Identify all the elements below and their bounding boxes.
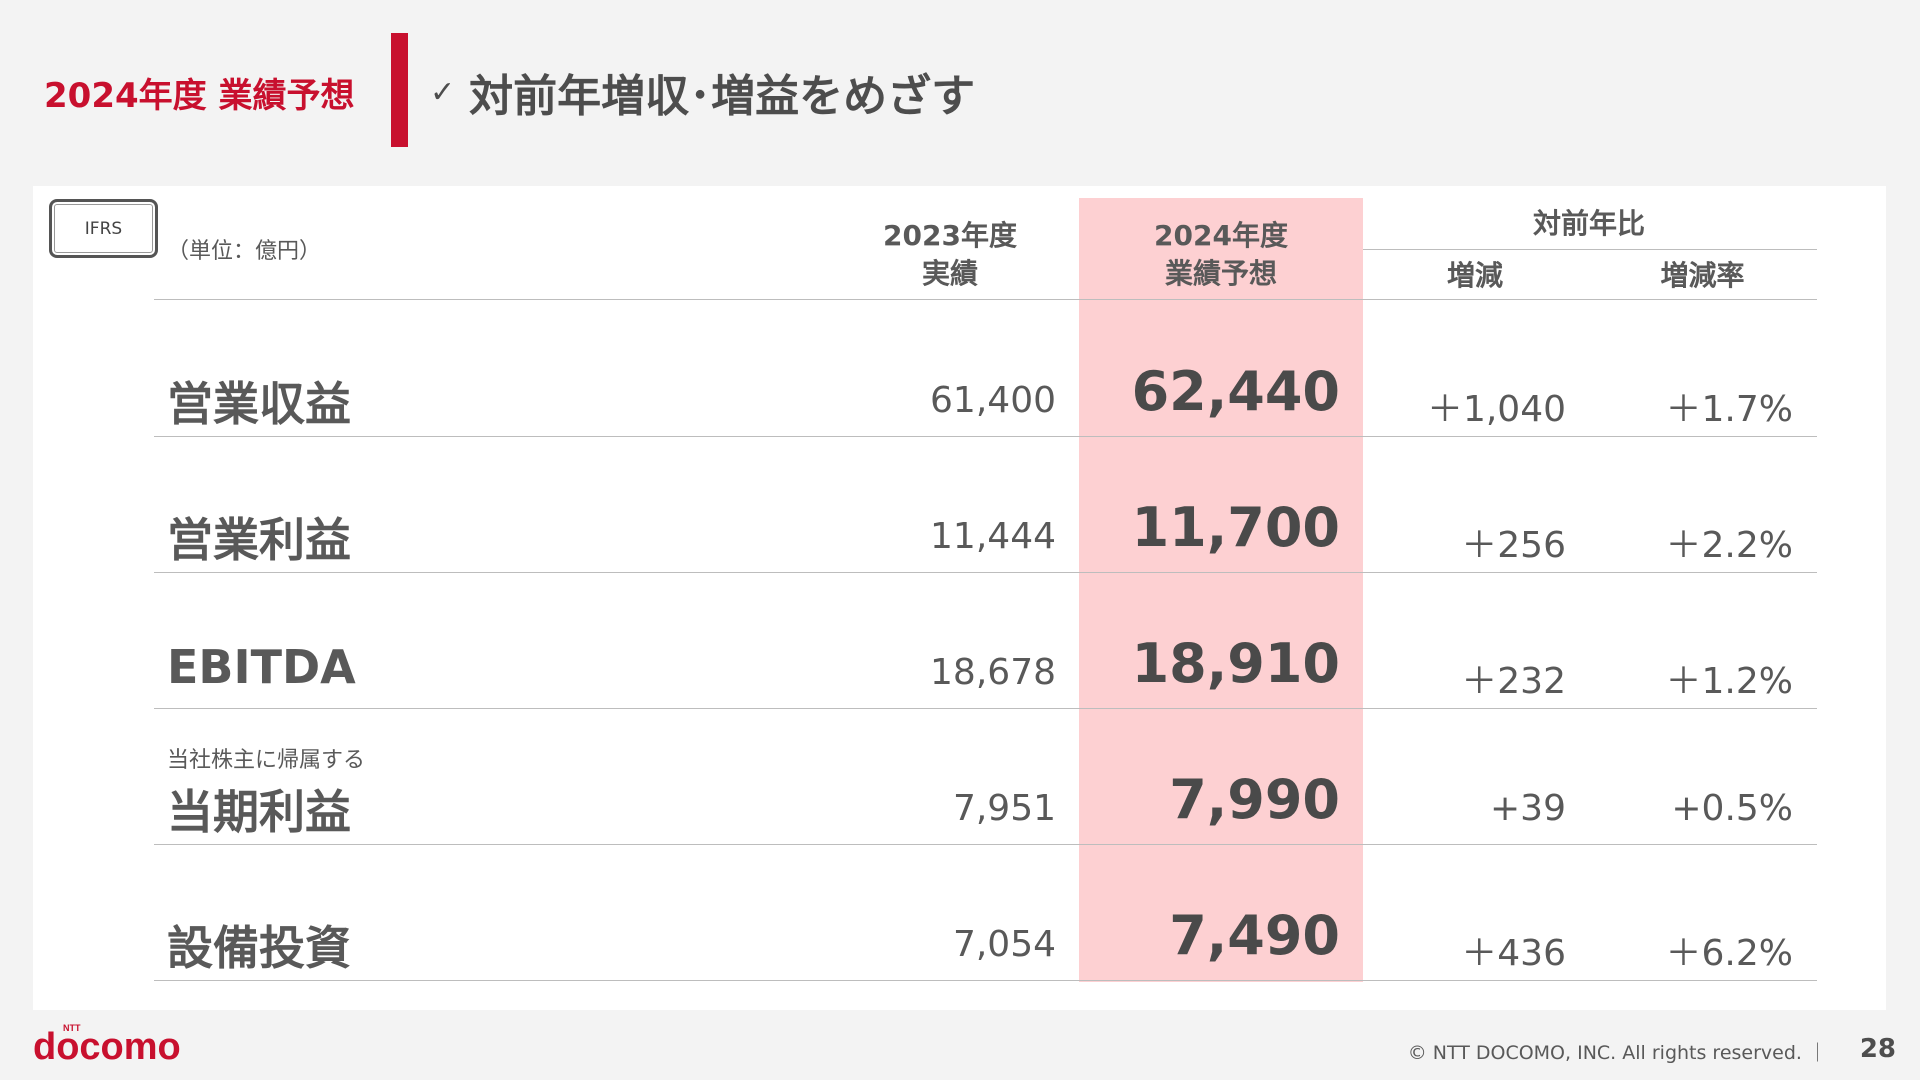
row-label-ebitda: EBITDA bbox=[167, 640, 356, 694]
row-sublabel-net-income: 当社株主に帰属する bbox=[167, 748, 366, 773]
row-label-capex: 設備投資 bbox=[167, 921, 351, 975]
revenue-diff: ＋1,040 bbox=[1426, 389, 1566, 430]
operating-profit-diff: ＋256 bbox=[1461, 525, 1566, 566]
ebitda-fy2024: 18,910 bbox=[1131, 632, 1340, 695]
row-divider bbox=[154, 708, 1817, 709]
net-income-fy2024: 7,990 bbox=[1169, 768, 1340, 831]
capex-fy2024: 7,490 bbox=[1169, 904, 1340, 967]
ebitda-rate: ＋1.2% bbox=[1665, 661, 1793, 702]
column-header-rate: 増減率 bbox=[1660, 259, 1745, 292]
operating-profit-rate: ＋2.2% bbox=[1665, 525, 1793, 566]
headline: ✓ 対前年増収･増益をめざす bbox=[430, 60, 975, 124]
docomo-logo: docomo bbox=[33, 1026, 181, 1068]
unit-label: （単位：億円） bbox=[167, 239, 322, 264]
column-header-fy2023: 2023年度 実績 bbox=[870, 217, 1030, 293]
section-title: 2024年度 業績予想 bbox=[44, 76, 355, 116]
row-divider bbox=[154, 980, 1817, 981]
copyright: © NTT DOCOMO, INC. All rights reserved. … bbox=[1407, 1042, 1827, 1064]
operating-profit-fy2024: 11,700 bbox=[1131, 496, 1340, 559]
content-panel bbox=[33, 186, 1886, 1010]
capex-fy2023: 7,054 bbox=[952, 924, 1056, 965]
title-divider-bar bbox=[391, 33, 408, 147]
column-header-fy2023-type: 実績 bbox=[921, 257, 978, 290]
check-icon: ✓ bbox=[430, 74, 456, 110]
ebitda-fy2023: 18,678 bbox=[930, 652, 1056, 693]
column-header-fy2023-year: 2023年度 bbox=[883, 219, 1017, 252]
row-label-operating-profit: 営業利益 bbox=[167, 513, 351, 567]
ifrs-badge: IFRS bbox=[49, 199, 158, 258]
row-divider bbox=[154, 572, 1817, 573]
ebitda-diff: ＋232 bbox=[1461, 661, 1566, 702]
logo-ntt-text: NTT bbox=[63, 1023, 81, 1033]
revenue-rate: ＋1.7% bbox=[1665, 389, 1793, 430]
yoy-header-divider bbox=[1363, 249, 1817, 250]
headline-text: 対前年増収･増益をめざす bbox=[469, 71, 976, 122]
net-income-fy2023: 7,951 bbox=[952, 788, 1056, 829]
column-header-fy2024-type: 業績予想 bbox=[1164, 257, 1277, 290]
capex-diff: ＋436 bbox=[1461, 933, 1566, 974]
operating-profit-fy2023: 11,444 bbox=[930, 516, 1056, 557]
revenue-fy2024: 62,440 bbox=[1131, 360, 1340, 423]
revenue-fy2023: 61,400 bbox=[930, 380, 1056, 421]
row-label-revenue: 営業収益 bbox=[167, 377, 351, 431]
column-header-fy2024: 2024年度 業績予想 bbox=[1131, 217, 1311, 293]
net-income-rate: +0.5% bbox=[1671, 788, 1793, 829]
capex-rate: ＋6.2% bbox=[1665, 933, 1793, 974]
column-header-diff: 増減 bbox=[1446, 259, 1503, 292]
page-number: 28 bbox=[1859, 1034, 1896, 1064]
net-income-diff: +39 bbox=[1490, 788, 1566, 829]
row-divider bbox=[154, 844, 1817, 845]
row-label-net-income: 当期利益 bbox=[167, 785, 351, 839]
column-header-yoy: 対前年比 bbox=[1532, 207, 1645, 240]
column-header-fy2024-year: 2024年度 bbox=[1154, 219, 1288, 252]
fy2024-highlight-column bbox=[1079, 198, 1363, 982]
header-divider bbox=[154, 299, 1817, 300]
row-divider bbox=[154, 436, 1817, 437]
